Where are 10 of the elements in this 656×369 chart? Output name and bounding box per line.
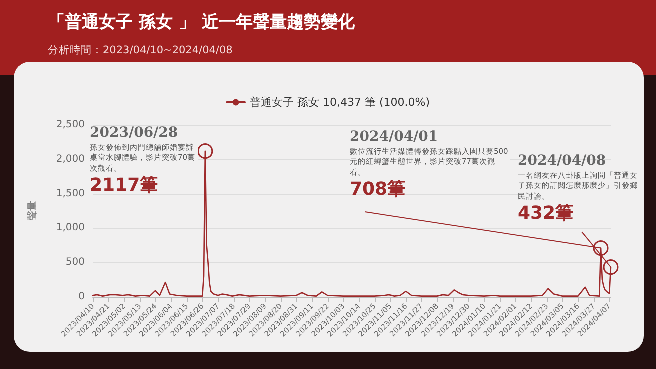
y-tick-label: 500 <box>66 257 85 268</box>
chart-subtitle: 分析時間：2023/04/10~2024/04/08 <box>48 44 233 56</box>
chart-title: 「普通女子 孫女 」 近一年聲量趨勢變化 <box>48 12 356 32</box>
legend-label: 普通女子 孫女 10,437 筆 (100.0%) <box>250 96 430 109</box>
y-axis-title: 聲量 <box>26 201 38 221</box>
y-tick-label: 1,500 <box>56 188 85 200</box>
y-tick-label: 1,000 <box>56 222 85 234</box>
y-tick-label: 2,500 <box>56 120 85 130</box>
y-tick-label: 2,000 <box>56 154 85 165</box>
y-tick-label: 0 <box>78 292 85 302</box>
